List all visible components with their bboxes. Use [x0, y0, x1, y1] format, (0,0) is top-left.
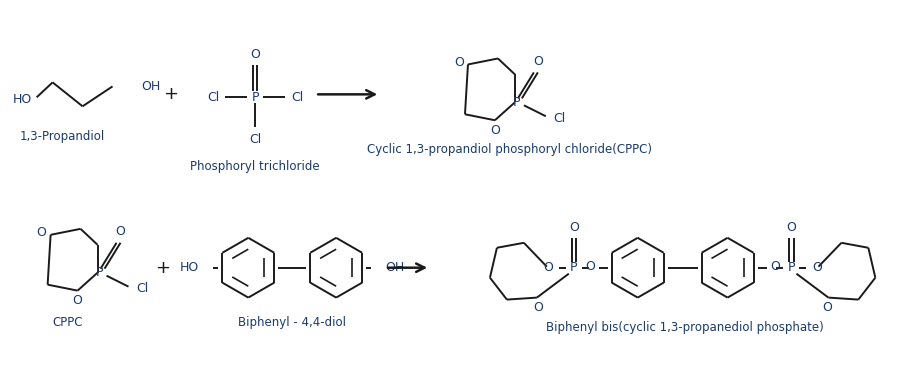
Text: P: P — [513, 96, 520, 109]
Text: P: P — [570, 261, 578, 274]
Text: O: O — [569, 221, 579, 234]
Text: OH: OH — [385, 261, 404, 274]
Text: Biphenyl bis(cyclic 1,3-propanediol phosphate): Biphenyl bis(cyclic 1,3-propanediol phos… — [545, 321, 824, 334]
Text: Cl: Cl — [291, 91, 303, 104]
Text: Cl: Cl — [207, 91, 220, 104]
Text: Cyclic 1,3-propandiol phosphoryl chloride(CPPC): Cyclic 1,3-propandiol phosphoryl chlorid… — [367, 143, 652, 156]
Text: O: O — [533, 55, 543, 68]
Text: O: O — [770, 260, 780, 273]
Text: O: O — [543, 261, 553, 274]
Text: CPPC: CPPC — [52, 316, 83, 329]
Text: O: O — [813, 261, 823, 274]
Text: O: O — [787, 221, 796, 234]
Text: O: O — [115, 225, 125, 238]
Text: HO: HO — [180, 261, 200, 274]
Text: O: O — [454, 56, 464, 69]
Text: OH: OH — [141, 80, 161, 93]
Text: Cl: Cl — [249, 133, 261, 146]
Text: HO: HO — [13, 93, 32, 106]
Text: O: O — [73, 294, 83, 307]
Text: Cl: Cl — [554, 112, 566, 125]
Text: O: O — [533, 301, 543, 314]
Text: P: P — [252, 91, 259, 104]
Text: P: P — [788, 261, 796, 274]
Text: Phosphoryl trichloride: Phosphoryl trichloride — [191, 159, 320, 173]
Text: O: O — [250, 48, 260, 61]
Text: P: P — [95, 266, 104, 279]
Text: Cl: Cl — [137, 282, 148, 295]
Text: +: + — [163, 85, 178, 103]
Text: O: O — [490, 124, 500, 137]
Text: 1,3-Propandiol: 1,3-Propandiol — [20, 130, 105, 143]
Text: +: + — [155, 259, 170, 277]
Text: O: O — [585, 260, 595, 273]
Text: Biphenyl - 4,4-diol: Biphenyl - 4,4-diol — [238, 316, 346, 329]
Text: O: O — [823, 301, 832, 314]
Text: O: O — [37, 226, 47, 240]
